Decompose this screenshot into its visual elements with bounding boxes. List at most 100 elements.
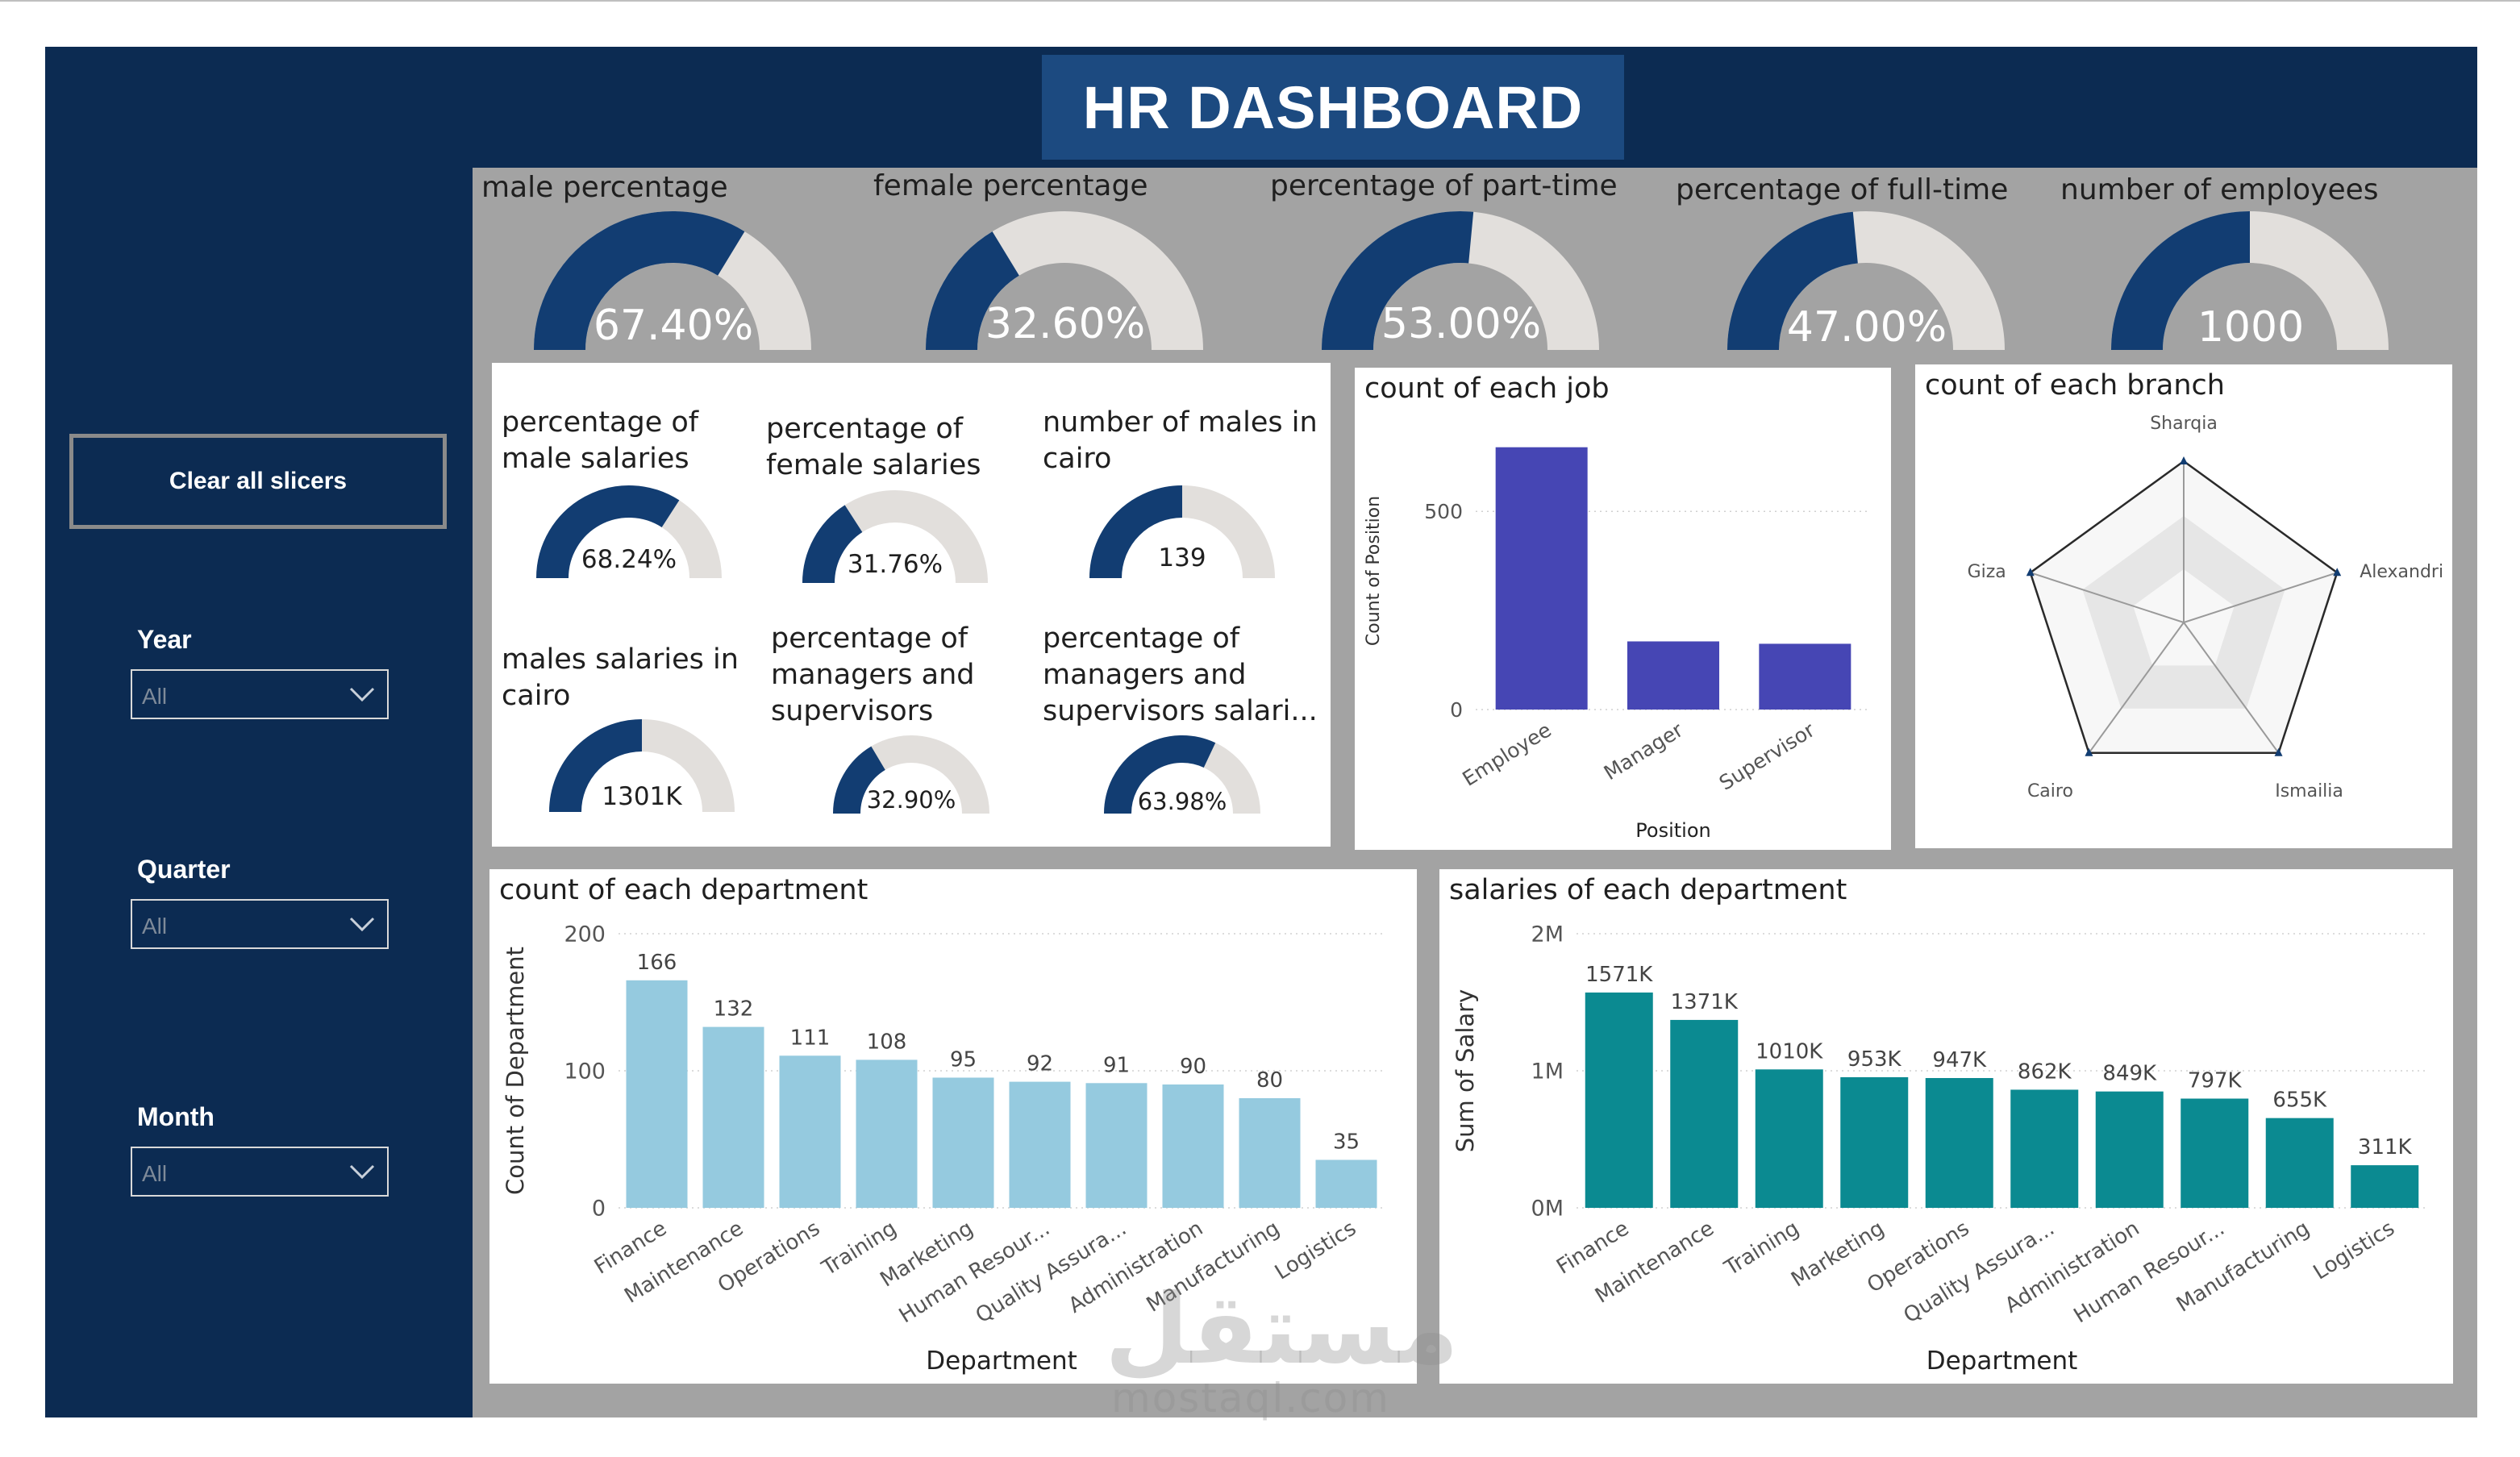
radar-marker xyxy=(2333,568,2342,577)
gauge-fill xyxy=(802,505,863,584)
bar xyxy=(1085,1083,1148,1208)
clear-slicers-button[interactable]: Clear all slicers xyxy=(69,434,447,529)
data-label: 849K xyxy=(2102,1062,2157,1086)
data-label: 90 xyxy=(1180,1055,1206,1079)
x-axis-title: Position xyxy=(1635,819,1710,842)
radar-marker xyxy=(2274,747,2283,756)
data-label: 953K xyxy=(1847,1047,1902,1072)
data-label: 108 xyxy=(867,1030,907,1054)
month-slicer-value: All xyxy=(142,1161,168,1186)
kpi-label-male-percentage: male percentage xyxy=(481,171,728,204)
gauge-fill xyxy=(926,231,1020,351)
chevron-down-icon xyxy=(349,1164,375,1180)
kpi-value-employees: 1000 xyxy=(2197,303,2305,352)
dept-salary-chart: 0M1M2M1571KFinance1371KMaintenance1010KT… xyxy=(1452,922,2427,1376)
gauge-fill xyxy=(1322,211,1474,351)
quarter-slicer-dropdown[interactable]: All xyxy=(131,899,389,949)
month-slicer-label: Month xyxy=(137,1102,215,1131)
data-label: 862K xyxy=(2018,1059,2072,1084)
y-tick-label: 100 xyxy=(564,1059,606,1084)
bar xyxy=(1670,1019,1739,1208)
kpi-value-full-time: 47.00% xyxy=(1786,303,1947,352)
bar xyxy=(1840,1076,1909,1208)
y-axis-title: Count of Department xyxy=(502,947,529,1195)
data-label: 947K xyxy=(1932,1048,1987,1072)
small-gauge-female-salaries xyxy=(802,490,988,584)
bar xyxy=(1585,992,1653,1208)
y-tick-label: 500 xyxy=(1424,500,1463,523)
small-kpi-value-managers-salaries: 63.98% xyxy=(1137,788,1227,815)
bar xyxy=(1009,1081,1071,1208)
x-axis-title: Department xyxy=(1926,1347,2078,1376)
small-kpi-label-males-in-cairo: number of males in cairo xyxy=(1043,406,1318,475)
x-tick-label: Employee xyxy=(1458,718,1555,790)
bar xyxy=(626,980,688,1208)
kpi-label-female-percentage: female percentage xyxy=(873,169,1148,202)
data-label: 111 xyxy=(790,1026,831,1050)
data-label: 797K xyxy=(2188,1069,2243,1093)
y-tick-label: 0 xyxy=(1450,698,1463,722)
bar xyxy=(702,1026,764,1208)
bar xyxy=(932,1077,994,1208)
gauge-fill xyxy=(549,719,643,813)
bar xyxy=(1925,1078,1993,1208)
gauge-employees xyxy=(2111,211,2389,351)
gauge-fill xyxy=(1727,211,1859,351)
radar-axis-label: Giza xyxy=(1968,562,2006,582)
radar-axis-label: Sharqia xyxy=(2150,414,2218,434)
data-label: 655K xyxy=(2272,1089,2327,1113)
x-tick-label: Supervisor xyxy=(1715,718,1819,795)
quarter-slicer-label: Quarter xyxy=(137,855,231,884)
data-label: 91 xyxy=(1103,1053,1130,1077)
small-kpi-value-male-salaries: 68.24% xyxy=(581,545,677,574)
gauge-fill xyxy=(1104,735,1216,814)
data-label: 35 xyxy=(1333,1130,1360,1155)
watermark-arabic: مستقل xyxy=(1105,1274,1459,1386)
bar xyxy=(1755,1069,1823,1208)
y-tick-label: 2M xyxy=(1531,922,1564,947)
gauge-fill xyxy=(833,746,886,814)
kpi-value-male-percentage: 67.40% xyxy=(593,302,754,350)
x-tick-label: Manager xyxy=(1600,718,1688,785)
bar xyxy=(2010,1089,2079,1208)
gauge-fill xyxy=(2111,211,2251,351)
gauge-male-percentage xyxy=(534,211,811,351)
data-label: 92 xyxy=(1027,1052,1053,1076)
job-chart-panel xyxy=(1355,368,1891,850)
small-kpi-value-managers-supervisors: 32.90% xyxy=(866,786,956,814)
chevron-down-icon xyxy=(349,917,375,932)
y-tick-label: 0 xyxy=(592,1196,606,1221)
small-gauge-managers-salaries xyxy=(1104,735,1260,814)
radar-axis xyxy=(2088,622,2185,754)
month-slicer-dropdown[interactable]: All xyxy=(131,1147,389,1197)
bar xyxy=(779,1055,841,1208)
bar xyxy=(2265,1118,2334,1208)
y-tick-label: 200 xyxy=(564,922,606,947)
y-tick-label: 1M xyxy=(1531,1059,1564,1084)
bar xyxy=(856,1059,918,1208)
job-chart-title: count of each job xyxy=(1364,373,1610,405)
bar xyxy=(1627,641,1719,710)
kpi-label-full-time: percentage of full-time xyxy=(1676,173,2009,206)
chevron-down-icon xyxy=(349,687,375,702)
filter-sidebar xyxy=(45,47,473,1417)
gauge-fill xyxy=(534,211,745,351)
watermark-latin: mostaql.com xyxy=(1111,1375,1390,1422)
gauge-fill xyxy=(1089,485,1183,579)
job-chart: 0 500 Employee Manager Supervisor Count of Po… xyxy=(1364,447,1871,842)
small-kpi-value-female-salaries: 31.76% xyxy=(847,550,943,579)
year-slicer-label: Year xyxy=(137,625,192,654)
dept-salary-title: salaries of each department xyxy=(1449,874,1847,906)
data-label: 1010K xyxy=(1756,1039,1823,1064)
small-kpi-label-male-salaries: percentage of male salaries xyxy=(502,406,699,475)
small-kpi-panel xyxy=(492,363,1331,847)
dashboard-title: HR DASHBOARD xyxy=(1082,73,1584,141)
year-slicer-dropdown[interactable]: All xyxy=(131,669,389,719)
data-label: 166 xyxy=(637,951,677,975)
radar-marker xyxy=(2085,747,2093,756)
dept-count-title: count of each department xyxy=(499,874,868,906)
radar-series xyxy=(2029,460,2339,755)
gauge-fill xyxy=(536,485,680,579)
radar-axis-label: Alexandri xyxy=(2360,562,2443,582)
y-axis-title: Count of Position xyxy=(1364,496,1384,646)
